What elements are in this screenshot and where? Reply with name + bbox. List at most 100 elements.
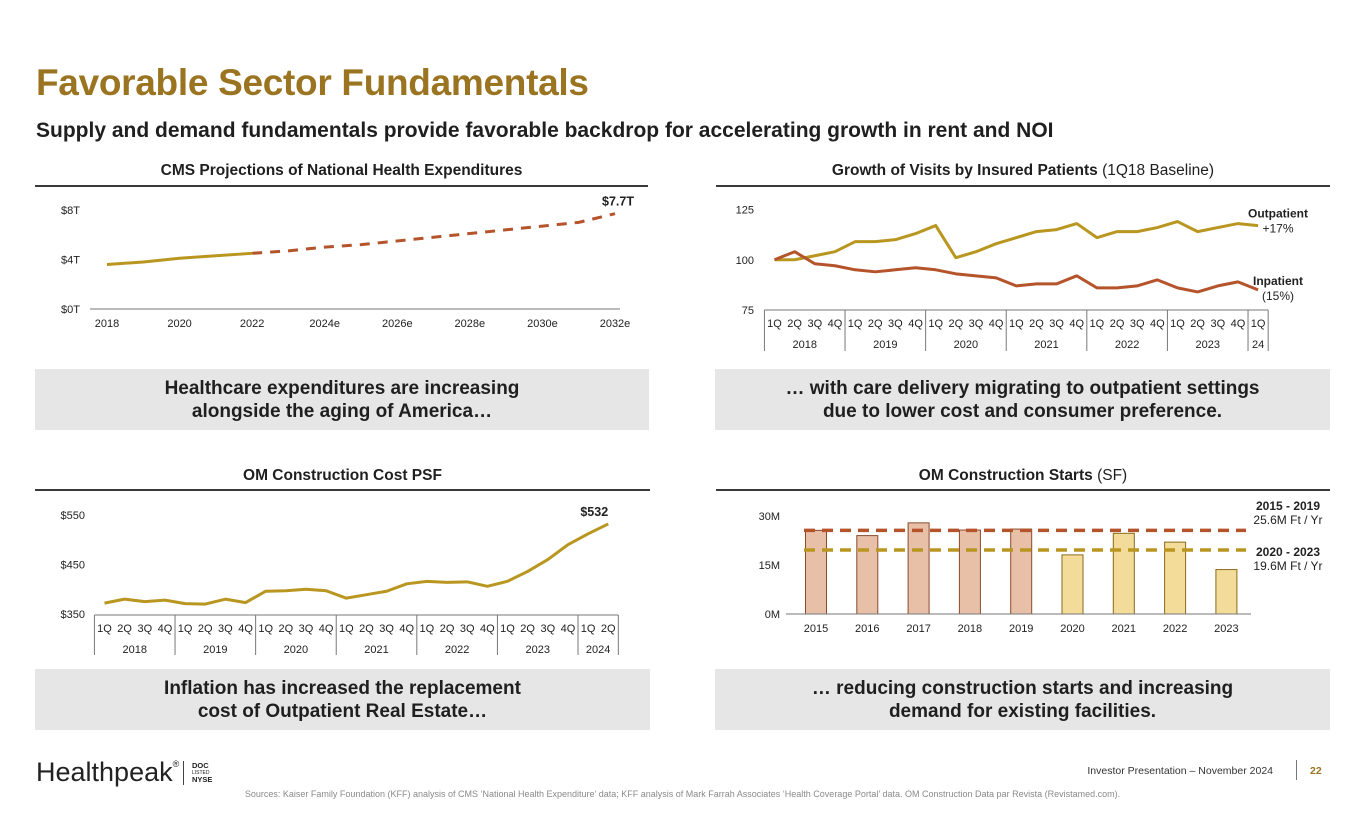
x-tick-label: 2Q <box>1190 318 1205 330</box>
average-sublabel-1: 25.6M Ft / Yr <box>1253 513 1322 527</box>
legend-label-outpatient: Outpatient <box>1248 207 1308 221</box>
series-line-actual <box>106 251 253 266</box>
average-label-1: 2015 - 2019 <box>1256 499 1320 513</box>
chart-title-cost-text: OM Construction Cost PSF <box>243 467 442 484</box>
chart-rule-starts <box>716 489 1330 491</box>
x-tick-label: 1Q <box>767 318 782 330</box>
x-tick-label: 2018 <box>95 318 119 330</box>
chart-starts: 0M 15M 30M 2015 2016 2017 2018 2019 2020 2021 2022… <box>759 499 1323 635</box>
series-line-inpatient <box>773 250 1259 294</box>
logo-registered-mark: ® <box>172 759 180 769</box>
x-tick-label: 2018 <box>958 623 982 635</box>
x-year-label: 2021 <box>364 644 388 656</box>
x-tick-label: 2Q <box>520 623 535 635</box>
x-tick-label: 4Q <box>158 623 173 635</box>
x-tick-label: 4Q <box>561 623 576 635</box>
x-year-label: 24 <box>1252 339 1264 351</box>
chart-rule-cost <box>35 489 650 491</box>
chart-rule-visits <box>716 185 1330 187</box>
bar-2021 <box>1112 532 1135 615</box>
caption-box-expenditures: Healthcare expenditures are increasing a… <box>35 369 649 430</box>
x-tick-label: 2Q <box>601 623 616 635</box>
x-tick-label: 2030e <box>527 318 558 330</box>
x-tick-label: 3Q <box>807 318 822 330</box>
chart-title-nhe-text: CMS Projections of National Health Expen… <box>160 162 523 179</box>
logo-divider <box>183 761 184 785</box>
x-tick-label: 4Q <box>1231 318 1246 330</box>
x-tick-label: 4Q <box>828 318 843 330</box>
x-tick-label: 3Q <box>460 623 475 635</box>
bar-2022 <box>1164 541 1187 615</box>
x-tick-label: 4Q <box>989 318 1004 330</box>
bar-2017 <box>907 522 930 615</box>
bar-2020 <box>1061 554 1084 615</box>
x-year-label: 2023 <box>525 644 549 656</box>
x-tick-label: 4Q <box>238 623 253 635</box>
x-tick-label: 1Q <box>97 623 112 635</box>
badge-line: LISTED <box>192 769 210 776</box>
chart-title-nhe: CMS Projections of National Health Expen… <box>35 162 648 180</box>
x-tick-label: 2028e <box>455 318 486 330</box>
chart-title-visits-suffix: (1Q18 Baseline) <box>1102 162 1215 179</box>
y-tick-label: $4T <box>61 255 80 267</box>
x-tick-label: 2024e <box>309 318 340 330</box>
bar-2023 <box>1215 569 1238 615</box>
footer-divider <box>1296 760 1297 780</box>
x-tick-label: 2016 <box>855 623 879 635</box>
x-tick-label: 2Q <box>279 623 294 635</box>
chart-rule-nhe <box>35 185 648 187</box>
x-year-label: 2021 <box>1034 339 1058 351</box>
y-tick-label: 125 <box>736 205 754 217</box>
x-tick-label: 3Q <box>379 623 394 635</box>
x-year-label: 2023 <box>1195 339 1219 351</box>
caption-box-outpatient: … with care delivery migrating to outpat… <box>715 369 1330 430</box>
x-tick-label: 2019 <box>1009 623 1033 635</box>
x-tick-label: 1Q <box>581 623 596 635</box>
x-tick-label: 2015 <box>804 623 828 635</box>
legend-label-inpatient: Inpatient <box>1253 274 1303 288</box>
x-tick-label: 3Q <box>218 623 233 635</box>
legend-sublabel-outpatient: +17% <box>1262 222 1293 236</box>
caption-line: demand for existing facilities. <box>888 700 1157 722</box>
page-title: Favorable Sector Fundamentals <box>36 62 589 103</box>
chart-title-starts-suffix: (SF) <box>1097 467 1128 484</box>
caption-line: Healthcare expenditures are increasing <box>164 377 520 399</box>
x-tick-label: 4Q <box>399 623 414 635</box>
bar-2018 <box>958 529 981 615</box>
series-line-outpatient <box>774 220 1259 262</box>
caption-line: Inflation has increased the replacement <box>164 677 521 699</box>
x-tick-label: 4Q <box>1150 318 1165 330</box>
x-tick-label: 3Q <box>888 318 903 330</box>
chart-title-starts-text: OM Construction Starts <box>918 467 1093 484</box>
x-tick-label: 1Q <box>258 623 273 635</box>
chart-nhe: $0T $4T $8T 2018 2020 2022 2024e 2026e 2028e 2030… <box>61 195 634 330</box>
x-tick-label: 2Q <box>1110 318 1125 330</box>
x-tick-label: 2022 <box>240 318 264 330</box>
sources-note: Sources: Kaiser Family Foundation (KFF) … <box>244 789 1121 799</box>
series-line-projected <box>252 212 616 255</box>
caption-line: … with care delivery migrating to outpat… <box>785 377 1260 399</box>
page-number: 22 <box>1310 765 1322 777</box>
y-tick-label: 75 <box>742 305 754 317</box>
chart-title-starts: OM Construction Starts (SF) <box>716 467 1330 485</box>
x-tick-label: 2017 <box>906 623 930 635</box>
x-year-label: 2020 <box>954 339 978 351</box>
x-tick-label: 1Q <box>1090 318 1105 330</box>
x-year-label: 2019 <box>203 644 227 656</box>
chart-title-cost: OM Construction Cost PSF <box>35 467 650 485</box>
x-year-label: 2018 <box>792 339 816 351</box>
x-tick-label: 2020 <box>1060 623 1084 635</box>
x-tick-label: 2Q <box>868 318 883 330</box>
y-tick-label: 30M <box>759 511 780 523</box>
y-tick-label: $550 <box>61 510 85 522</box>
x-tick-label: 2022 <box>1163 623 1187 635</box>
x-tick-label: 2026e <box>382 318 413 330</box>
x-tick-label: 2Q <box>198 623 213 635</box>
presentation-label: Investor Presentation – November 2024 <box>1087 765 1273 777</box>
x-tick-label: 4Q <box>319 623 334 635</box>
x-tick-label: 1Q <box>1251 318 1266 330</box>
x-tick-label: 2021 <box>1112 623 1136 635</box>
legend-sublabel-inpatient: (15%) <box>1262 289 1294 303</box>
y-tick-label: $450 <box>61 560 85 572</box>
chart-visits: 75 100 125 1Q 2Q 3Q 4Q 1Q 2Q 3Q 4Q 1Q 2Q 3Q 4Q 1Q 2Q 3Q 4Q… <box>736 205 1308 351</box>
